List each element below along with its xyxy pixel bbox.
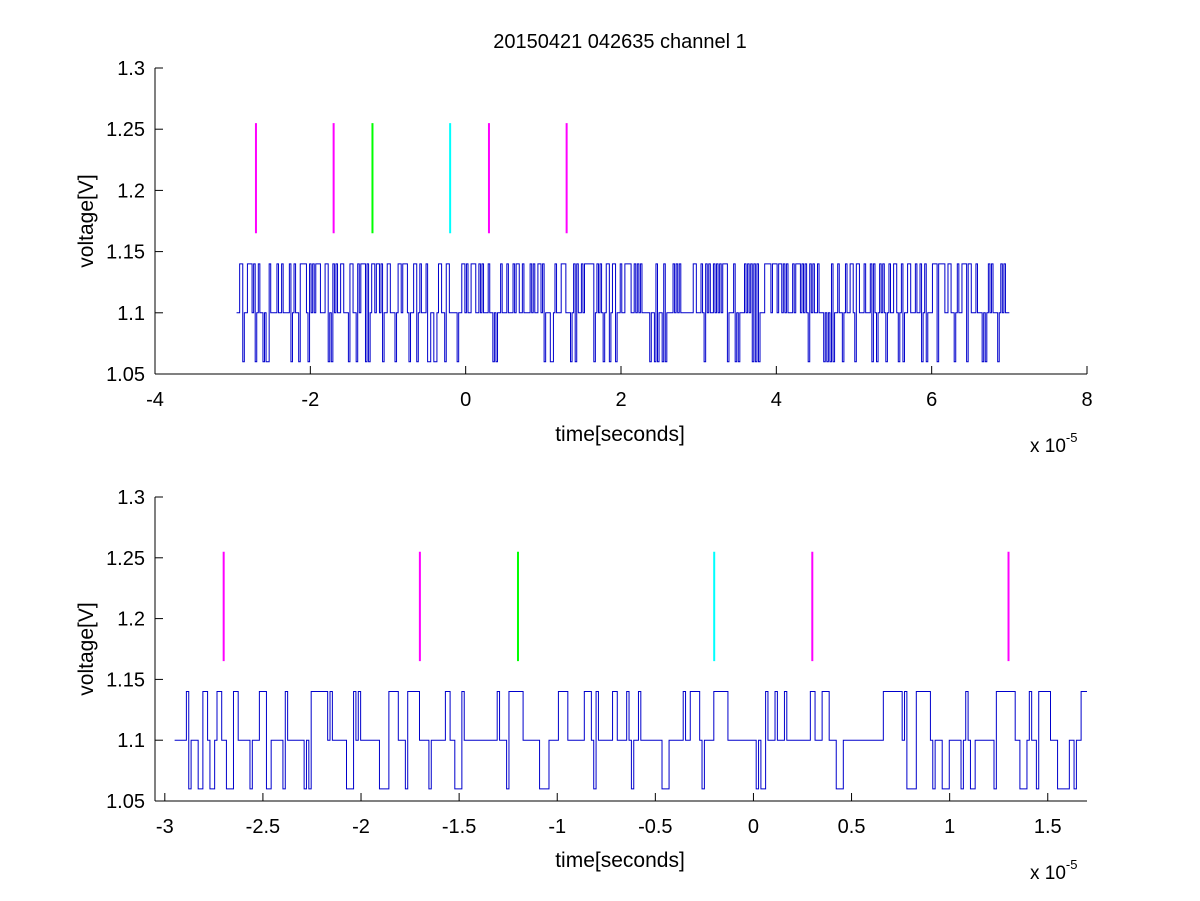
top-y-tick-label-4: 1.25 <box>106 119 145 141</box>
bottom-plot-area <box>155 497 1087 801</box>
bottom-subplot: -3 -2.5 -2 -1.5 -1 -0.5 0 0.5 1 1.5 1.05 1.1 1.15 1.2… <box>75 487 1087 884</box>
bottom-x-exponent-power: -5 <box>1066 857 1078 872</box>
top-y-tick-label-2: 1.15 <box>106 242 145 264</box>
top-x-tick-label-3: 2 <box>615 389 626 411</box>
figure-title: 20150421 042635 channel 1 <box>493 31 747 53</box>
top-plot-area <box>155 68 1087 374</box>
top-y-tick-label-3: 1.2 <box>117 180 145 202</box>
bottom-x-tick-label-8: 1 <box>944 816 955 838</box>
top-y-tick-label-0: 1.05 <box>106 364 145 386</box>
top-y-axis-label: voltage[V] <box>75 174 98 267</box>
bottom-y-tick-label-5: 1.3 <box>117 487 145 509</box>
bottom-x-axis-label: time[seconds] <box>555 849 685 872</box>
bottom-x-tick-label-5: -0.5 <box>638 816 672 838</box>
bottom-x-tick-label-0: -3 <box>156 816 174 838</box>
bottom-x-tick-label-1: -2.5 <box>246 816 280 838</box>
bottom-y-tick-label-2: 1.15 <box>106 669 145 691</box>
top-x-tick-label-5: 6 <box>926 389 937 411</box>
top-x-tick-label-6: 8 <box>1081 389 1092 411</box>
top-x-exponent-base: x 10 <box>1030 436 1066 457</box>
bottom-x-tick-label-3: -1.5 <box>442 816 476 838</box>
top-x-tick-label-2: 0 <box>460 389 471 411</box>
bottom-x-tick-label-9: 1.5 <box>1034 816 1062 838</box>
top-y-tick-label-5: 1.3 <box>117 58 145 80</box>
bottom-x-tick-label-6: 0 <box>748 816 759 838</box>
bottom-y-tick-label-0: 1.05 <box>106 791 145 813</box>
top-y-tick-label-1: 1.1 <box>117 303 145 325</box>
bottom-y-tick-label-3: 1.2 <box>117 609 145 631</box>
top-signal-line <box>236 263 1010 363</box>
bottom-x-tick-label-2: -2 <box>352 816 370 838</box>
top-x-tick-label-1: -2 <box>301 389 319 411</box>
bottom-x-tick-label-7: 0.5 <box>838 816 866 838</box>
bottom-x-tick-label-4: -1 <box>548 816 566 838</box>
bottom-y-axis-label: voltage[V] <box>75 602 98 695</box>
top-x-exponent: x 10-5 <box>1030 430 1077 457</box>
bottom-y-tick-label-1: 1.1 <box>117 730 145 752</box>
bottom-signal-line <box>174 691 1087 790</box>
top-subplot: -4 -2 0 2 4 6 8 1.05 1.1 1.15 1.2 1.25 1.3 time[seco… <box>75 58 1093 457</box>
bottom-x-exponent-base: x 10 <box>1030 863 1066 884</box>
bottom-y-tick-label-4: 1.25 <box>106 548 145 570</box>
bottom-x-exponent: x 10-5 <box>1030 857 1077 884</box>
top-x-exponent-power: -5 <box>1066 430 1078 445</box>
top-x-tick-label-4: 4 <box>771 389 782 411</box>
top-x-axis-label: time[seconds] <box>555 423 685 446</box>
top-x-tick-label-0: -4 <box>146 389 164 411</box>
